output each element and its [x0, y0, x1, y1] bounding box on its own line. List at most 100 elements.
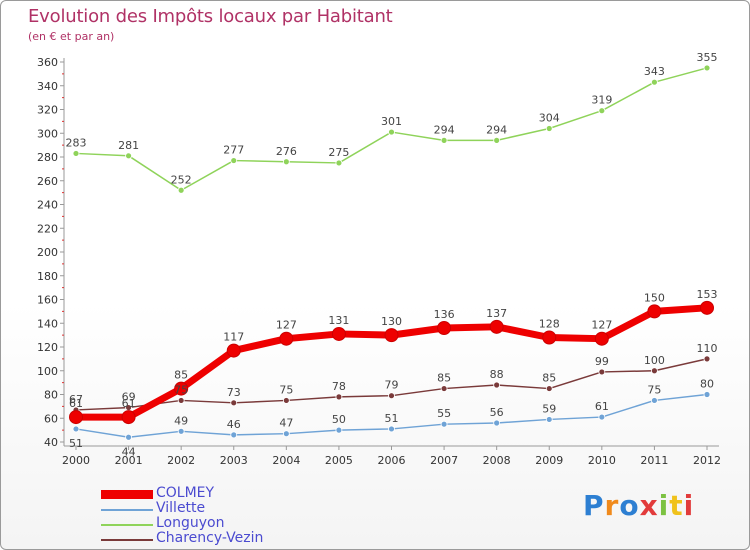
data-point-villette: [440, 420, 448, 428]
y-tick-label: 300: [37, 127, 58, 140]
data-label-charency-vezin: 100: [644, 354, 665, 367]
y-tick-label: 180: [37, 270, 58, 283]
data-point-colmey: [279, 331, 294, 346]
data-label-colmey: 136: [434, 308, 455, 321]
data-label-charency-vezin: 99: [595, 355, 609, 368]
data-label-colmey: 61: [122, 397, 136, 410]
data-point-longuyon: [388, 128, 395, 136]
data-label-longuyon: 294: [486, 123, 507, 136]
data-point-villette: [651, 397, 658, 404]
x-tick-label: 2007: [430, 454, 458, 467]
data-point-charency-vezin: [335, 393, 343, 401]
data-label-charency-vezin: 75: [174, 383, 188, 396]
y-tick-label: 60: [44, 412, 58, 425]
y-tick-label: 100: [37, 365, 58, 378]
y-tick-label: 280: [37, 151, 58, 164]
data-point-colmey: [331, 326, 346, 341]
x-tick-label: 2000: [62, 454, 90, 467]
data-label-longuyon: 276: [276, 145, 297, 158]
y-tick-label: 340: [37, 80, 58, 93]
y-tick-label: 220: [37, 222, 58, 235]
data-label-longuyon: 355: [697, 51, 718, 64]
data-point-longuyon: [282, 158, 290, 166]
data-label-charency-vezin: 75: [279, 383, 293, 396]
data-point-colmey: [226, 343, 241, 358]
data-point-villette: [598, 413, 606, 421]
proxiti-logo: Proxiti: [583, 489, 695, 522]
legend-label-villette: Villette: [156, 500, 206, 516]
data-point-colmey: [384, 328, 399, 343]
data-label-charency-vezin: 85: [437, 372, 451, 385]
data-point-charency-vezin: [388, 392, 395, 400]
data-point-villette: [703, 391, 711, 398]
y-tick-label: 160: [37, 294, 58, 307]
data-point-longuyon: [230, 157, 238, 164]
data-label-colmey: 117: [223, 331, 244, 344]
data-point-villette: [335, 426, 343, 434]
data-label-charency-vezin: 67: [69, 393, 83, 406]
chart-title: Evolution des Impôts locaux par Habitant: [28, 6, 393, 27]
data-label-longuyon: 294: [434, 123, 455, 136]
data-label-colmey: 128: [539, 318, 560, 331]
data-point-charency-vezin: [598, 368, 606, 376]
data-label-villette: 51: [385, 412, 399, 425]
data-label-longuyon: 301: [381, 115, 402, 128]
data-point-colmey: [647, 304, 662, 319]
data-point-longuyon: [335, 159, 343, 167]
data-label-colmey: 130: [381, 315, 402, 328]
y-tick-label: 140: [37, 317, 58, 330]
legend-label-colmey: COLMEY: [156, 485, 215, 501]
data-point-charency-vezin: [493, 381, 501, 389]
data-point-longuyon: [598, 107, 606, 115]
y-tick-label: 360: [37, 56, 58, 69]
y-tick-label: 40: [44, 436, 58, 449]
legend-label-longuyon: Longuyon: [156, 515, 225, 531]
y-tick-label: 120: [37, 341, 58, 354]
y-tick-label: 320: [37, 104, 58, 117]
data-label-colmey: 61: [69, 397, 83, 410]
data-label-colmey: 85: [174, 369, 188, 382]
data-label-colmey: 127: [591, 319, 612, 332]
data-label-villette: 46: [227, 418, 241, 431]
data-point-charency-vezin: [545, 385, 553, 392]
x-tick-label: 2008: [483, 454, 511, 467]
data-label-colmey: 137: [486, 307, 507, 320]
data-point-villette: [230, 431, 238, 439]
data-point-colmey: [437, 321, 452, 335]
data-point-charency-vezin: [440, 385, 448, 392]
data-point-colmey: [489, 319, 504, 334]
x-tick-label: 2010: [588, 454, 616, 467]
data-label-villette: 61: [595, 400, 609, 413]
data-label-colmey: 131: [328, 314, 349, 327]
data-label-villette: 50: [332, 413, 346, 426]
data-point-villette: [493, 419, 501, 427]
x-tick-label: 2005: [325, 454, 353, 467]
y-tick-label: 240: [37, 199, 58, 212]
x-tick-label: 2003: [220, 454, 248, 467]
data-label-colmey: 127: [276, 319, 297, 332]
data-point-colmey: [174, 381, 189, 396]
x-tick-label: 2001: [115, 454, 143, 467]
data-point-villette: [545, 416, 553, 423]
y-tick-label: 80: [44, 389, 58, 402]
data-label-longuyon: 304: [539, 112, 560, 125]
data-point-charency-vezin: [282, 397, 290, 404]
x-tick-label: 2002: [167, 454, 195, 467]
data-label-villette: 75: [647, 383, 661, 396]
data-label-villette: 80: [700, 378, 714, 391]
data-label-longuyon: 277: [223, 144, 244, 157]
data-point-longuyon: [651, 78, 658, 86]
data-point-villette: [125, 433, 132, 441]
data-label-colmey: 150: [644, 291, 665, 304]
data-label-colmey: 153: [697, 288, 718, 301]
data-point-longuyon: [72, 150, 80, 157]
data-point-villette: [388, 425, 395, 433]
data-point-longuyon: [177, 186, 185, 194]
data-point-longuyon: [440, 136, 448, 144]
chart-subtitle: (en € et par an): [28, 30, 115, 43]
data-point-colmey: [700, 300, 714, 315]
legend-swatch-colmey: [101, 490, 153, 499]
data-label-charency-vezin: 88: [490, 368, 504, 381]
x-tick-label: 2004: [272, 454, 300, 467]
